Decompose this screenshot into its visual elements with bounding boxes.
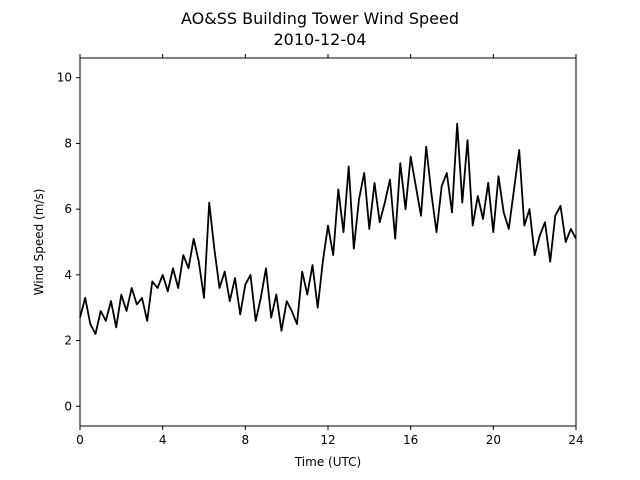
series-line-0 (79, 122, 577, 335)
x-tick-label: 12 (320, 433, 335, 447)
y-tick-label: 10 (57, 71, 72, 85)
chart-title: AO&SS Building Tower Wind Speed (181, 9, 459, 28)
y-tick-label: 8 (64, 136, 72, 150)
plot-area (79, 122, 577, 335)
x-tick-label: 24 (568, 433, 583, 447)
y-tick-label: 0 (64, 399, 72, 413)
y-tick-label: 4 (64, 268, 72, 282)
chart-subtitle: 2010-12-04 (274, 30, 367, 49)
x-tick-label: 4 (159, 433, 167, 447)
y-axis-label: Wind Speed (m/s) (32, 189, 46, 296)
y-tick-label: 2 (64, 334, 72, 348)
x-tick-label: 16 (403, 433, 418, 447)
y-tick-label: 6 (64, 202, 72, 216)
plot-frame (79, 57, 577, 427)
x-tick-label: 8 (242, 433, 250, 447)
x-tick-label: 0 (76, 433, 84, 447)
x-tick-label: 20 (486, 433, 501, 447)
x-axis-label: Time (UTC) (294, 455, 361, 469)
